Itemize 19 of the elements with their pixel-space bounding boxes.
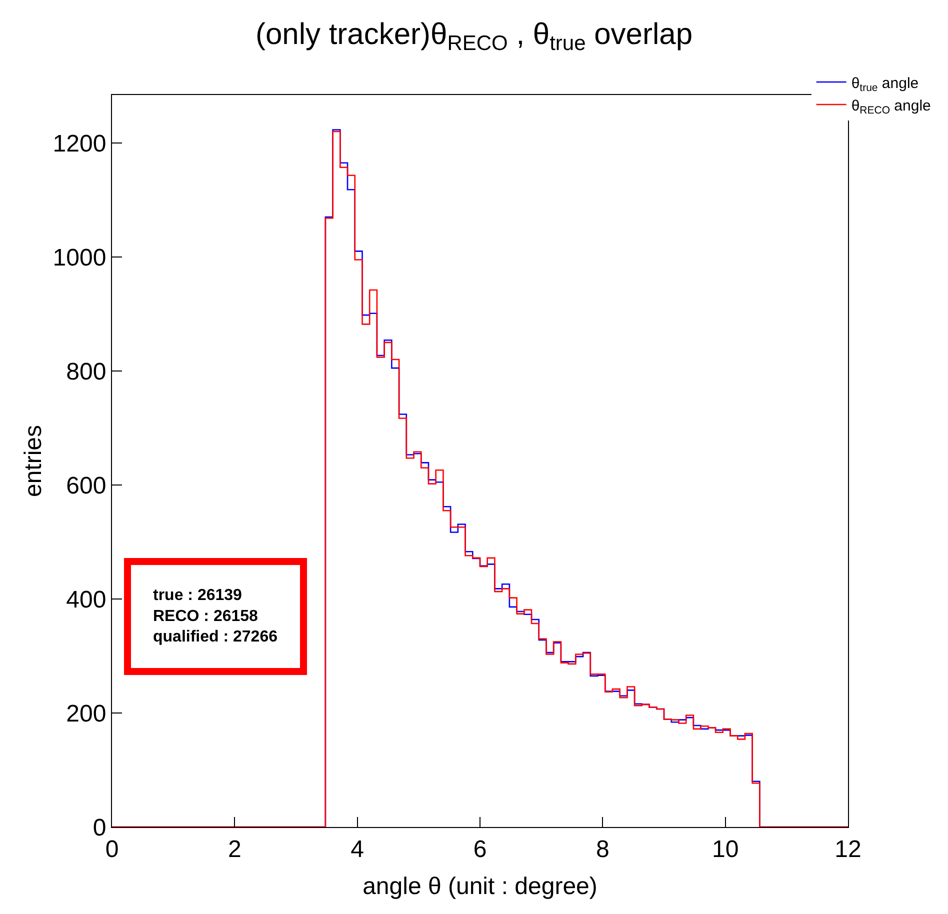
- x-tick-label: 12: [834, 836, 862, 863]
- x-tick-label: 2: [228, 836, 242, 863]
- y-tick-label: 800: [66, 358, 106, 386]
- annotation: true : 26139 RECO : 26158 qualified : 27266: [153, 587, 278, 646]
- y-tick-label: 200: [66, 700, 106, 728]
- x-tick-label: 8: [596, 836, 610, 863]
- y-tick-label: 1200: [52, 130, 106, 158]
- legend-label: θ$_{RECO}$ angle: [851, 97, 931, 116]
- chart-title: (only tracker)θ$_{RECO}$ , θ$_{true}$ overlap: [255, 18, 693, 56]
- y-tick-label: 600: [66, 472, 106, 500]
- y-axis-title: entries: [20, 424, 47, 498]
- x-axis-title: angle θ (unit : degree): [362, 873, 598, 900]
- x-tick-label: 4: [350, 836, 364, 863]
- x-tick-label: 6: [473, 836, 487, 863]
- y-tick-label: 1000: [52, 244, 106, 272]
- y-tick-label: 0: [92, 814, 106, 842]
- y-tick-label: 400: [66, 586, 106, 614]
- x-tick-label: 10: [712, 836, 739, 863]
- legend-label: θ$_{true}$ angle: [851, 74, 919, 94]
